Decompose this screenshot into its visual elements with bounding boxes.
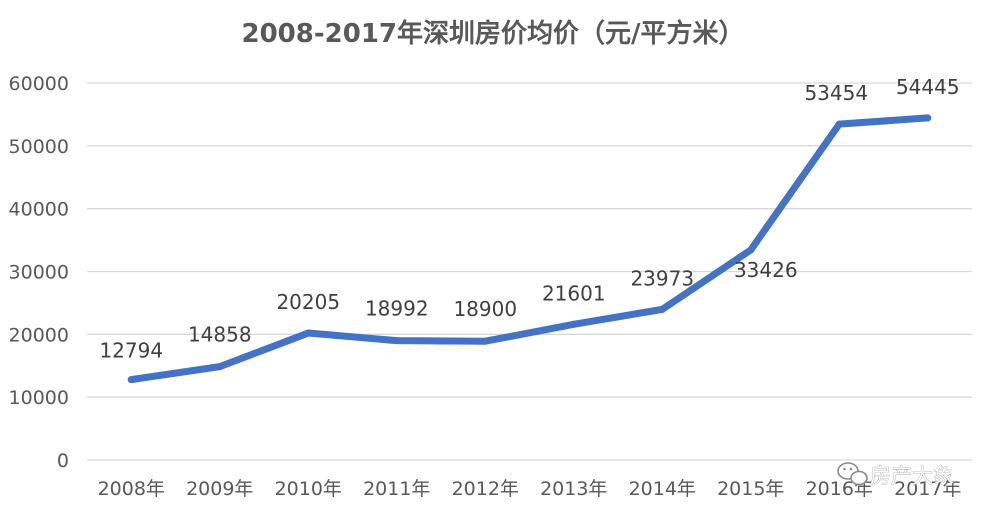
data-point: [481, 337, 489, 345]
data-point: [747, 246, 755, 254]
data-point: [658, 305, 666, 313]
data-point: [570, 320, 578, 328]
data-label: 53454: [804, 81, 868, 105]
data-label: 14858: [188, 323, 252, 347]
x-tick-label: 2017年: [894, 478, 961, 500]
data-labels: 12794 14858 20205 18992 18900 21601 23973 33426…: [99, 75, 959, 363]
wechat-icon: [837, 462, 868, 486]
data-label: 23973: [630, 266, 694, 290]
y-axis-tick-labels: 0 10000 20000 30000 40000 50000 60000: [9, 73, 69, 472]
y-tick-label: 10000: [9, 387, 69, 409]
data-point: [393, 337, 401, 345]
x-tick-label: 2013年: [540, 478, 607, 500]
gridlines: [87, 82, 972, 461]
x-tick-label: 2009年: [186, 478, 253, 500]
series-line-group: [127, 114, 932, 384]
y-tick-label: 60000: [9, 73, 69, 95]
chart-title: 2008-2017年深圳房价均价（元/平方米）: [241, 18, 744, 49]
data-label: 21601: [542, 281, 606, 305]
data-label: 33426: [734, 258, 798, 282]
data-label: 54445: [896, 75, 960, 99]
x-tick-label: 2014年: [629, 478, 696, 500]
x-tick-label: 2012年: [452, 478, 519, 500]
data-point: [924, 114, 932, 122]
watermark-text: 房产大象: [870, 464, 954, 488]
y-tick-label: 30000: [9, 262, 69, 284]
data-point: [835, 120, 843, 128]
data-label: 18992: [365, 297, 429, 321]
x-tick-label: 2008年: [98, 478, 165, 500]
x-tick-label: 2010年: [275, 478, 342, 500]
series-line: [127, 114, 932, 384]
data-point: [304, 329, 312, 337]
data-label: 12794: [99, 339, 163, 363]
x-axis-tick-labels: 2008年 2009年 2010年 2011年 2012年 2013年 2014年 2015年…: [98, 478, 962, 500]
watermark: 房产大象: [837, 462, 954, 488]
data-point: [216, 363, 224, 371]
x-tick-label: 2015年: [717, 478, 784, 500]
data-point: [127, 376, 135, 384]
x-tick-label: 2011年: [363, 478, 430, 500]
y-tick-label: 20000: [9, 324, 69, 346]
data-label: 18900: [453, 297, 517, 321]
y-tick-label: 50000: [9, 136, 69, 158]
y-tick-label: 40000: [9, 199, 69, 221]
data-label: 20205: [276, 290, 340, 314]
y-tick-label: 0: [57, 450, 69, 472]
